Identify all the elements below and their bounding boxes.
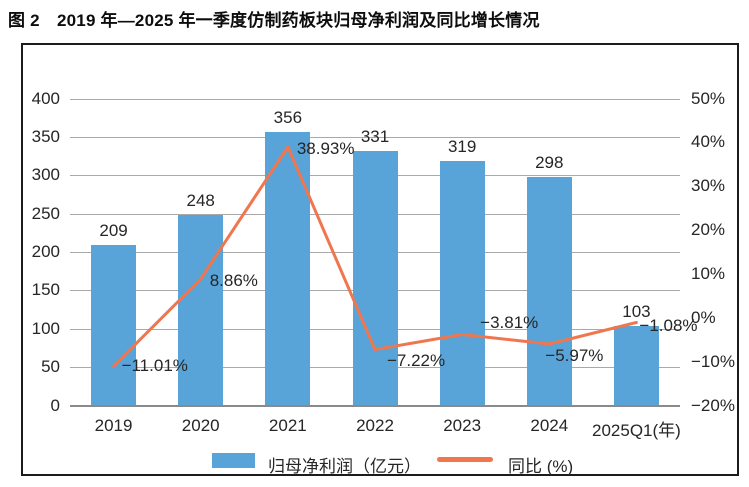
left-axis-tick-label: 300 <box>31 165 60 185</box>
right-axis-tick-label: −10% <box>691 351 735 371</box>
left-axis-tick-label: 50 <box>41 357 60 377</box>
right-axis-tick-label: 0% <box>691 307 716 327</box>
right-axis-tick-label: 20% <box>691 220 726 240</box>
left-axis-tick-label: 150 <box>31 280 60 300</box>
line-value-label: 38.93% <box>296 139 355 159</box>
right-axis-tick-label: 40% <box>691 132 726 152</box>
bar <box>439 160 485 406</box>
x-axis-tick-label: 2020 <box>181 416 220 435</box>
line-value-label: −11.01% <box>121 356 188 376</box>
left-axis-tick-label: 350 <box>31 126 60 146</box>
left-axis-tick-label: 400 <box>31 88 60 108</box>
bar-value-label: 209 <box>99 221 128 241</box>
x-axis-tick-label: 2024 <box>530 416 569 435</box>
bar-value-label: 298 <box>535 152 564 172</box>
right-axis-tick-label: 10% <box>691 263 726 283</box>
bar-value-label: 356 <box>273 108 303 128</box>
legend-line-label: 同比 (%) <box>508 457 574 476</box>
line-value-label: −7.22% <box>387 351 446 371</box>
bar-value-label: 331 <box>360 127 390 147</box>
legend-line-swatch <box>437 457 493 462</box>
grid-line <box>70 136 680 138</box>
left-axis-tick-label: 250 <box>31 203 60 223</box>
line-value-label: −3.81% <box>480 313 539 333</box>
right-axis-tick-label: 30% <box>691 176 726 196</box>
left-axis-tick-label: 100 <box>31 318 60 338</box>
line-value-label: 8.86% <box>209 270 258 290</box>
grid-line <box>70 98 680 100</box>
bar <box>265 132 311 406</box>
bar <box>91 245 137 406</box>
x-axis-tick-label: 2021 <box>268 416 307 435</box>
right-axis-tick-label: 50% <box>691 88 726 108</box>
line-value-label: −1.08% <box>639 315 698 335</box>
bar-value-label: 319 <box>447 136 477 156</box>
x-axis-tick-label: 2023 <box>443 416 482 435</box>
bar <box>178 215 224 406</box>
bar <box>526 176 572 406</box>
x-axis-line <box>70 404 680 407</box>
left-axis-tick-label: 0 <box>50 395 60 415</box>
left-axis-tick-label: 200 <box>31 242 60 261</box>
right-axis-tick-label: −20% <box>691 395 735 415</box>
x-axis-tick-label: 2022 <box>356 416 394 435</box>
legend-bar-swatch <box>212 453 255 468</box>
bar-value-label: 248 <box>186 191 215 211</box>
x-axis-tick-label: 2025Q1(年) <box>592 421 681 440</box>
figure-title: 图 2 2019 年—2025 年一季度仿制药板块归母净利润及同比增长情况 <box>8 11 540 30</box>
legend-bar-label: 归母净利润（亿元） <box>268 457 421 476</box>
bar <box>613 326 659 406</box>
x-axis-tick-label: 2019 <box>94 416 133 435</box>
line-value-label: −5.97% <box>545 345 604 365</box>
